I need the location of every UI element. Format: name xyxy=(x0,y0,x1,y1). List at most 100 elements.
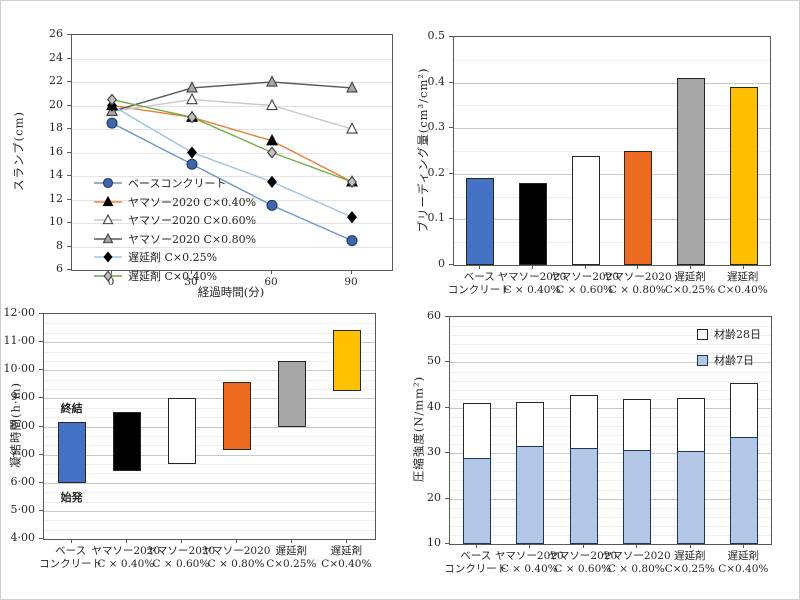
y-tick-mark xyxy=(445,543,449,544)
y-tick-label: 14 xyxy=(49,168,63,181)
y-tick-label: 60 xyxy=(427,309,441,322)
y-tick-label: 7·00 xyxy=(10,446,36,460)
minor-gridline xyxy=(454,151,770,152)
x-category-label: 遅延剤 C×0.25% xyxy=(664,271,716,296)
y-tick-label: 20 xyxy=(49,97,63,111)
minor-gridline xyxy=(450,326,771,328)
major-gridline xyxy=(72,246,392,248)
x-category-label: 遅延剤 C×0.40% xyxy=(717,271,768,296)
series-marker-open-triangle xyxy=(102,214,114,225)
minor-gridline xyxy=(450,462,771,464)
x-category-label: 遅延剤 C×0.25% xyxy=(664,550,715,575)
legend-label: 遅延剤 C×0.40% xyxy=(128,269,218,283)
y-tick-mark xyxy=(67,57,71,59)
x-tick-mark xyxy=(191,270,192,274)
legend-marker xyxy=(94,177,122,189)
x-tick-mark xyxy=(271,270,272,274)
legend-item: ベースコンクリート xyxy=(93,175,256,191)
y-tick-label: 22 xyxy=(49,74,63,87)
legend-marker xyxy=(94,269,122,282)
series-marker-gray-triangle xyxy=(102,232,114,243)
minor-gridline xyxy=(44,379,375,381)
major-gridline xyxy=(72,176,392,177)
y-tick-mark xyxy=(67,81,71,82)
series-marker-filled-triangle xyxy=(266,133,278,146)
x-tick-mark xyxy=(584,265,586,269)
y-tick-mark xyxy=(39,425,43,427)
major-gridline xyxy=(44,426,375,428)
bar-age7 xyxy=(462,457,491,544)
y-tick-label: 12·00 xyxy=(3,306,36,319)
y-tick-mark xyxy=(445,406,449,408)
minor-gridline xyxy=(450,471,771,473)
x-tick-label: 0 xyxy=(107,276,115,288)
y-tick-label: 11·00 xyxy=(3,334,36,348)
bar-age7 xyxy=(623,449,652,544)
line-series-canvas xyxy=(106,75,358,247)
series-line xyxy=(111,81,353,113)
major-gridline xyxy=(44,454,375,456)
x-tick-mark xyxy=(70,539,72,543)
x-tick-mark xyxy=(636,544,638,548)
y-tick-label: 40 xyxy=(427,399,441,413)
x-tick-mark xyxy=(111,270,112,274)
x-tick-mark xyxy=(475,544,477,548)
y-tick-mark xyxy=(449,264,453,265)
legend-item: 材齢28日 xyxy=(697,326,761,342)
major-gridline xyxy=(72,199,392,201)
x-tick-mark xyxy=(689,544,691,548)
minor-gridline xyxy=(44,473,375,475)
minor-gridline xyxy=(450,371,771,373)
series-marker-filled-diamond xyxy=(103,251,113,263)
y-tick-mark xyxy=(39,453,43,455)
y-tick-mark xyxy=(449,218,453,220)
floating-bar xyxy=(223,382,252,450)
legend-item: ヤマソー2020 C×0.60% xyxy=(93,212,256,228)
series-line xyxy=(111,104,353,183)
y-tick-mark xyxy=(449,172,453,174)
y-tick-mark xyxy=(445,316,449,317)
series-marker-gray-diamond xyxy=(107,93,117,106)
minor-gridline xyxy=(450,444,771,446)
x-category-label: 遅延剤 C×0.40% xyxy=(321,545,372,570)
major-gridline xyxy=(454,82,770,84)
x-tick-mark xyxy=(236,539,238,543)
x-tick-mark xyxy=(351,270,352,274)
line-legend: ベースコンクリート ヤマソー2020 C×0.40% ヤマソー2020 C×0.60… xyxy=(93,175,256,284)
y-tick-mark xyxy=(39,481,43,483)
major-gridline xyxy=(72,82,392,83)
major-gridline xyxy=(44,342,375,344)
y-tick-label: 6 xyxy=(56,262,63,275)
bar xyxy=(519,182,547,265)
minor-gridline xyxy=(450,435,771,436)
minor-gridline xyxy=(454,105,770,107)
minor-gridline xyxy=(44,520,375,522)
bar-age7 xyxy=(730,437,759,544)
series-marker-gray-diamond xyxy=(267,146,277,159)
legend-item: 遅延剤 C×0.25% xyxy=(93,249,256,265)
minor-gridline xyxy=(44,332,375,334)
bleeding-bar-chart: ブリーディング量(cm³/cm²) 0 0.1 0.2 0.3 0.4 0.5 ベース コン… xyxy=(401,1,799,301)
bar xyxy=(624,151,653,265)
series-marker-gray-triangle xyxy=(266,75,278,87)
y-tick-mark xyxy=(39,509,43,511)
legend-label: ヤマソー2020 C×0.60% xyxy=(128,214,257,227)
minor-gridline xyxy=(450,426,771,427)
series-marker-gray-triangle xyxy=(346,81,358,93)
y-tick-label: 30 xyxy=(427,445,441,459)
major-gridline xyxy=(454,173,770,175)
y-tick-label: 12 xyxy=(49,191,63,205)
y-tick-mark xyxy=(67,34,71,35)
y-tick-label: 8 xyxy=(56,238,63,252)
bar-age7 xyxy=(676,450,705,544)
y-tick-label: 0.2 xyxy=(427,165,446,179)
y-tick-mark xyxy=(67,198,71,200)
series-marker-filled-diamond xyxy=(347,211,357,224)
minor-gridline xyxy=(450,534,771,536)
y-tick-mark xyxy=(67,269,71,270)
x-tick-mark xyxy=(532,265,533,269)
y-tick-mark xyxy=(67,245,71,247)
x-category-label: ヤマソー2020 C × 0.60% xyxy=(548,550,618,575)
floating-bar xyxy=(112,412,141,472)
y-tick-label: 20 xyxy=(427,490,441,504)
